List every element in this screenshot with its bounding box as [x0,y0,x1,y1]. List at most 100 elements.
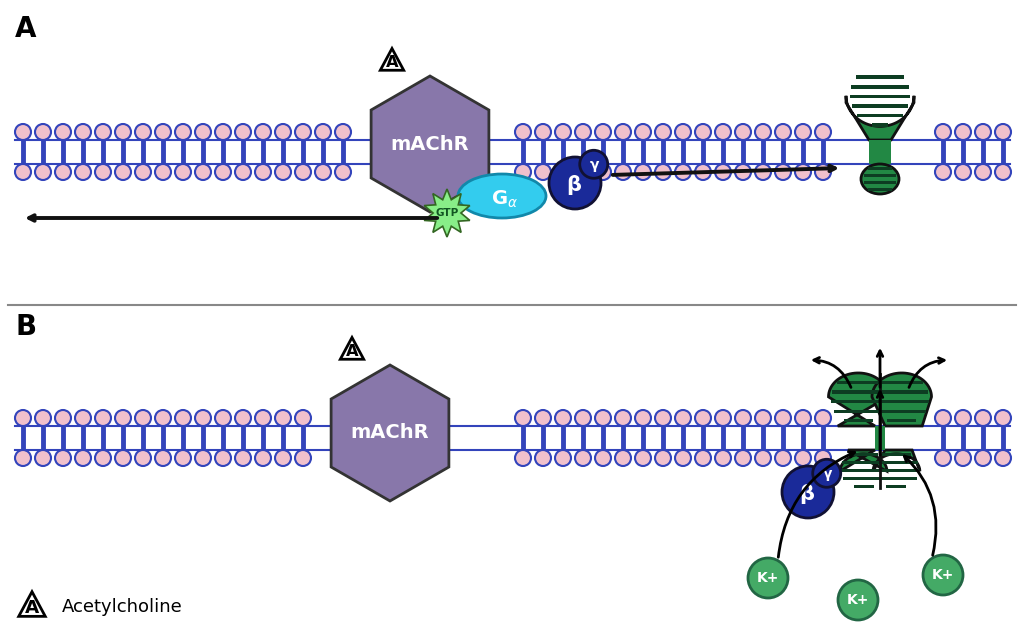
Circle shape [155,124,171,140]
Circle shape [135,410,151,426]
Circle shape [115,164,131,180]
Circle shape [95,124,111,140]
Circle shape [535,450,551,466]
Circle shape [815,164,831,180]
Circle shape [135,124,151,140]
Circle shape [695,124,711,140]
Circle shape [295,410,311,426]
Polygon shape [331,365,449,501]
Bar [868,167,892,170]
Polygon shape [846,96,914,140]
Bar [850,95,910,98]
Circle shape [295,124,311,140]
Circle shape [735,164,751,180]
Bar [874,400,929,403]
Bar [876,461,918,464]
Circle shape [155,164,171,180]
Circle shape [735,450,751,466]
Polygon shape [371,76,488,212]
Circle shape [75,164,91,180]
Bar [856,75,904,79]
Bar [868,188,892,191]
Bar [837,381,880,384]
Bar [852,104,908,108]
Circle shape [215,164,231,180]
Circle shape [315,124,331,140]
Circle shape [755,450,771,466]
Circle shape [595,124,611,140]
Text: A: A [25,599,39,617]
Circle shape [838,580,878,620]
Circle shape [655,410,671,426]
Circle shape [815,450,831,466]
Ellipse shape [458,174,546,218]
Text: mAChR: mAChR [350,424,429,442]
Circle shape [195,410,211,426]
Circle shape [975,164,991,180]
Circle shape [935,164,951,180]
Circle shape [175,450,191,466]
Circle shape [275,124,291,140]
Bar [873,469,920,473]
Circle shape [995,450,1011,466]
Circle shape [795,164,811,180]
Circle shape [15,124,31,140]
Circle shape [695,164,711,180]
Circle shape [95,410,111,426]
Circle shape [782,466,834,518]
Circle shape [115,450,131,466]
Polygon shape [873,450,920,471]
Circle shape [695,410,711,426]
Circle shape [995,124,1011,140]
Circle shape [215,410,231,426]
Circle shape [555,410,571,426]
Circle shape [35,164,51,180]
Circle shape [615,124,631,140]
Bar [831,400,886,403]
Circle shape [15,450,31,466]
Circle shape [755,410,771,426]
Text: GTP: GTP [435,208,459,218]
Circle shape [635,124,651,140]
Polygon shape [424,189,470,237]
Bar [869,140,891,164]
Bar [876,390,928,394]
Circle shape [175,124,191,140]
Circle shape [975,450,991,466]
Circle shape [735,410,751,426]
Circle shape [255,450,271,466]
Circle shape [655,164,671,180]
Circle shape [595,450,611,466]
Circle shape [955,450,971,466]
Circle shape [813,459,841,487]
Circle shape [715,164,731,180]
Circle shape [795,410,811,426]
Text: β: β [800,484,814,504]
Circle shape [515,450,531,466]
Circle shape [234,164,251,180]
Circle shape [75,450,91,466]
Circle shape [15,164,31,180]
Circle shape [575,164,591,180]
Text: Acetylcholine: Acetylcholine [62,598,182,616]
Circle shape [655,124,671,140]
Circle shape [615,450,631,466]
Text: A: A [346,344,358,359]
Circle shape [55,124,71,140]
Bar [857,114,902,117]
Circle shape [255,164,271,180]
Bar [863,181,896,184]
Circle shape [580,150,607,178]
Circle shape [95,450,111,466]
Circle shape [155,450,171,466]
Circle shape [195,124,211,140]
Circle shape [735,124,751,140]
Text: B: B [15,313,36,341]
Circle shape [575,410,591,426]
Circle shape [115,410,131,426]
Circle shape [815,124,831,140]
Bar [878,410,926,413]
Bar [854,485,873,488]
Circle shape [975,124,991,140]
Circle shape [615,164,631,180]
